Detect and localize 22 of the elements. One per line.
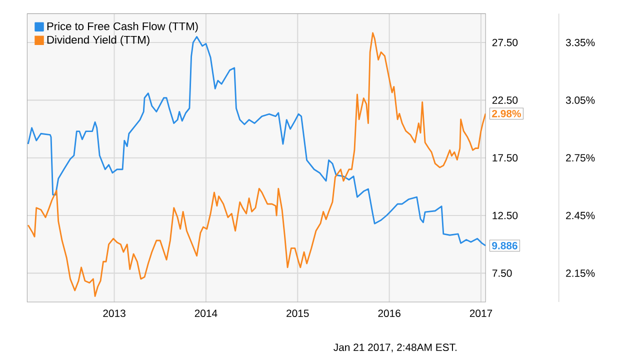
legend-label: Price to Free Cash Flow (TTM) <box>47 22 198 33</box>
text: Jan 21 2017, 2:48AM EST. <box>334 344 456 352</box>
x-tick-label: 2013 <box>103 310 126 318</box>
x-tick-label: 2016 <box>378 310 400 318</box>
data-label: 2.98% <box>492 110 521 118</box>
line-series <box>27 32 486 298</box>
y2-tick-label: 2.45% <box>566 212 595 220</box>
y-tick-label: 22.50 <box>492 96 518 104</box>
y2-tick-label: 2.15% <box>566 270 595 278</box>
y-tick-label: 7.50 <box>492 270 512 278</box>
x-tick-label: 2014 <box>194 310 218 318</box>
data-label: 9.886 <box>492 242 518 250</box>
y-tick-label: 17.50 <box>492 154 518 162</box>
legend-label: Dividend Yield (TTM) <box>47 36 150 46</box>
y-tick-label: 12.50 <box>492 212 518 220</box>
y2-tick-label: 3.35% <box>566 39 595 46</box>
line-series <box>27 36 486 247</box>
x-tick-label: 2015 <box>286 310 309 318</box>
y2-tick-label: 2.75% <box>566 154 595 162</box>
y2-tick-label: 3.05% <box>566 96 595 104</box>
x-tick-label: 2017 <box>470 310 492 318</box>
y-tick-label: 27.50 <box>492 39 518 46</box>
